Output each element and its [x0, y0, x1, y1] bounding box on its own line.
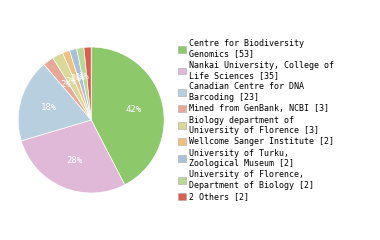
Legend: Centre for Biodiversity
Genomics [53], Nankai University, College of
Life Scienc: Centre for Biodiversity Genomics [53], N…	[177, 37, 336, 203]
Wedge shape	[77, 48, 91, 120]
Wedge shape	[63, 50, 91, 120]
Text: 1%: 1%	[79, 72, 90, 81]
Text: 42%: 42%	[126, 105, 142, 114]
Wedge shape	[91, 47, 164, 185]
Text: 2%: 2%	[66, 77, 76, 86]
Wedge shape	[84, 47, 91, 120]
Wedge shape	[18, 64, 91, 141]
Text: 28%: 28%	[66, 156, 82, 165]
Text: 2%: 2%	[60, 80, 71, 89]
Wedge shape	[44, 58, 91, 120]
Text: 18%: 18%	[41, 103, 57, 112]
Wedge shape	[21, 120, 125, 193]
Wedge shape	[53, 53, 91, 120]
Text: 1%: 1%	[75, 73, 86, 82]
Text: 1%: 1%	[71, 74, 81, 84]
Wedge shape	[70, 48, 91, 120]
